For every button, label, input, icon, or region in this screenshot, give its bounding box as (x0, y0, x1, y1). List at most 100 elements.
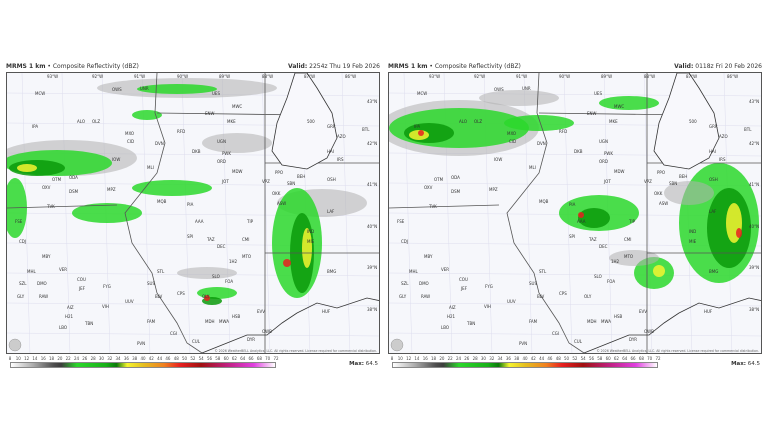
reflectivity-echo (504, 115, 574, 131)
station-label: IPA (414, 124, 420, 129)
colorbar-tick: 24 (73, 356, 80, 361)
product-name: MRMS 1 km (388, 63, 428, 70)
colorbar-tick: 32 (489, 356, 495, 361)
station-label: FOA (607, 279, 615, 284)
station-label: OSH (327, 177, 336, 182)
station-label: MDH (205, 319, 215, 324)
station-label: ALO (459, 119, 467, 124)
station-label: GRR (709, 124, 718, 129)
colorbar-labels: 8 10 12 14 16 18 20 22 24 26 28 30 32 34 36 38 40 42 44 46 4… (8, 356, 279, 362)
reflectivity-echo (132, 180, 212, 196)
colorbar-tick: 38 (132, 356, 138, 361)
station-label: ODA (451, 175, 460, 180)
county-line (7, 242, 379, 247)
station-label: MKE (227, 119, 236, 124)
station-label: SBN (287, 181, 295, 186)
station-label: UUV (507, 299, 516, 304)
reflectivity-echo (132, 110, 162, 120)
panel-header: MRMS 1 km • Composite Reflectivity (dBZ)… (388, 63, 762, 70)
station-label: TBN (466, 321, 475, 326)
station-label: UNR (522, 86, 531, 91)
station-label: UES (594, 91, 602, 96)
station-label: IOW (494, 157, 502, 162)
station-label: 1H2 (229, 259, 238, 264)
reflectivity-echo (302, 228, 312, 268)
colorbar-tick: 48 (555, 356, 561, 361)
colorbar-tick: 40 (522, 356, 528, 361)
station-label: GLY (399, 294, 407, 299)
ohio-river (201, 297, 379, 353)
longitude-label: 87°W (686, 74, 697, 79)
station-label: FAM (529, 319, 538, 324)
station-label: MHL (409, 269, 418, 274)
colorbar-tick: 54 (580, 356, 586, 361)
station-label: HSB (232, 314, 241, 319)
colorbar-tick: 8 (8, 356, 12, 361)
map-svg: MCW IPA OLZ MXO ALO CID IOW DVN MLI MPZ OTM ODA OXV D… (389, 73, 761, 353)
state-border (389, 73, 761, 353)
station-label: 500 (689, 119, 697, 124)
station-label: AIZ (67, 305, 74, 310)
station-label: RAW (421, 294, 430, 299)
station-label: BMG (327, 269, 336, 274)
colorbar-tick: 10 (397, 356, 403, 361)
colorbar-tick: 48 (173, 356, 179, 361)
station-label: ASW (659, 201, 668, 206)
colorbar-tick: 30 (98, 356, 104, 361)
colorbar-tick: 62 (231, 356, 237, 361)
station-label: ASW (277, 201, 286, 206)
station-label: PWK (604, 151, 613, 156)
station-label: COU (459, 277, 468, 282)
station-label: JEF (78, 286, 86, 291)
station-label: MLI (147, 165, 154, 170)
station-label: VPZ (262, 179, 270, 184)
latitude-label: 41°N (749, 182, 759, 187)
station-label: H21 (447, 314, 456, 319)
station-label: DSM (69, 189, 79, 194)
station-label: OLZ (92, 119, 100, 124)
station-label: IRS (719, 157, 726, 162)
station-label: OLY (202, 294, 210, 299)
longitude-label: 93°W (47, 74, 58, 79)
longitude-label: 89°W (219, 74, 230, 79)
station-label: MXO (507, 131, 516, 136)
station-label: AAA (577, 219, 586, 224)
station-label: H21 (65, 314, 74, 319)
colorbar-tick: 58 (597, 356, 603, 361)
station-label: AZO (719, 134, 728, 139)
station-label: MIE (689, 239, 697, 244)
station-label: MCW (417, 91, 427, 96)
station-label: TAZ (206, 237, 215, 242)
colorbar-tick: 56 (588, 356, 595, 361)
station-label: HUF (322, 309, 331, 314)
station-label: TIP (246, 219, 254, 224)
station-label: CPS (559, 291, 567, 296)
station-label: OLY (584, 294, 592, 299)
reflectivity-echo (609, 250, 659, 266)
station-label: EVV (639, 309, 647, 314)
station-label: PVN (519, 341, 527, 346)
station-label: UUV (125, 299, 134, 304)
colorbar-tick: 60 (605, 356, 611, 361)
station-label: EVV (257, 309, 265, 314)
station-label: AAA (195, 219, 204, 224)
max-number: 64.5 (365, 361, 378, 367)
station-label: BLV (537, 294, 545, 299)
colorbar-tick: 28 (472, 356, 478, 361)
lake-michigan (271, 73, 338, 170)
longitude-label: 88°W (262, 74, 273, 79)
colorbar-tick: 44 (539, 356, 545, 361)
colorbar-tick: 22 (447, 356, 453, 361)
county-line (261, 73, 271, 353)
colorbar-tick: 46 (165, 356, 171, 361)
station-label: ODA (69, 175, 78, 180)
station-label: MWA (601, 319, 611, 324)
longitude-label: 88°W (644, 74, 655, 79)
colorbar-tick: 34 (497, 356, 503, 361)
max-label: Max: (731, 361, 746, 367)
station-label: ORD (217, 159, 226, 164)
station-label: 1H2 (611, 259, 620, 264)
county-line (643, 73, 653, 353)
latitude-label: 42°N (367, 141, 377, 146)
station-label: UGN (217, 139, 226, 144)
